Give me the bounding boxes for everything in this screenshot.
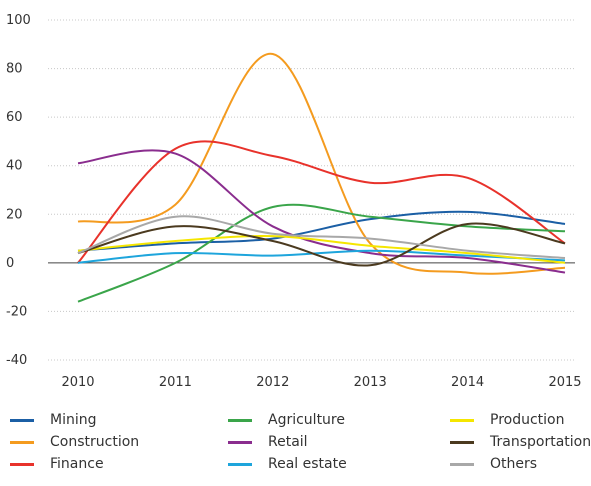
- series-line-production: [77, 235, 566, 264]
- series-line-transportation: [77, 222, 566, 267]
- series-line-agriculture: [77, 203, 566, 303]
- y-tick-label: 60: [6, 110, 23, 125]
- gridlines: [48, 19, 575, 361]
- y-tick-label: -20: [6, 304, 27, 319]
- x-tick-label: 2010: [61, 375, 94, 390]
- series-line-finance: [77, 140, 566, 264]
- series-lines: [77, 52, 566, 303]
- y-tick-label: 0: [6, 256, 14, 271]
- y-tick-label: 20: [6, 207, 23, 222]
- x-tick-label: 2014: [451, 375, 484, 390]
- y-axis-ticks: 100 80 60 40 20 0 -20 -40: [6, 13, 31, 368]
- y-tick-label: 80: [6, 62, 23, 77]
- series-line-others: [77, 215, 566, 259]
- x-tick-label: 2012: [256, 375, 289, 390]
- y-tick-label: 100: [6, 13, 31, 28]
- series-line-real-estate: [77, 249, 566, 264]
- x-tick-label: 2013: [354, 375, 387, 390]
- y-tick-label: 40: [6, 159, 23, 174]
- y-tick-label: -40: [6, 353, 27, 368]
- series-line-mining: [77, 210, 566, 252]
- x-tick-label: 2011: [159, 375, 192, 390]
- series-line-retail: [77, 149, 566, 274]
- x-axis-ticks: 2010 2011 2012 2013 2014 2015: [61, 375, 581, 390]
- x-tick-label: 2015: [548, 375, 581, 390]
- series-line-construction: [77, 52, 566, 275]
